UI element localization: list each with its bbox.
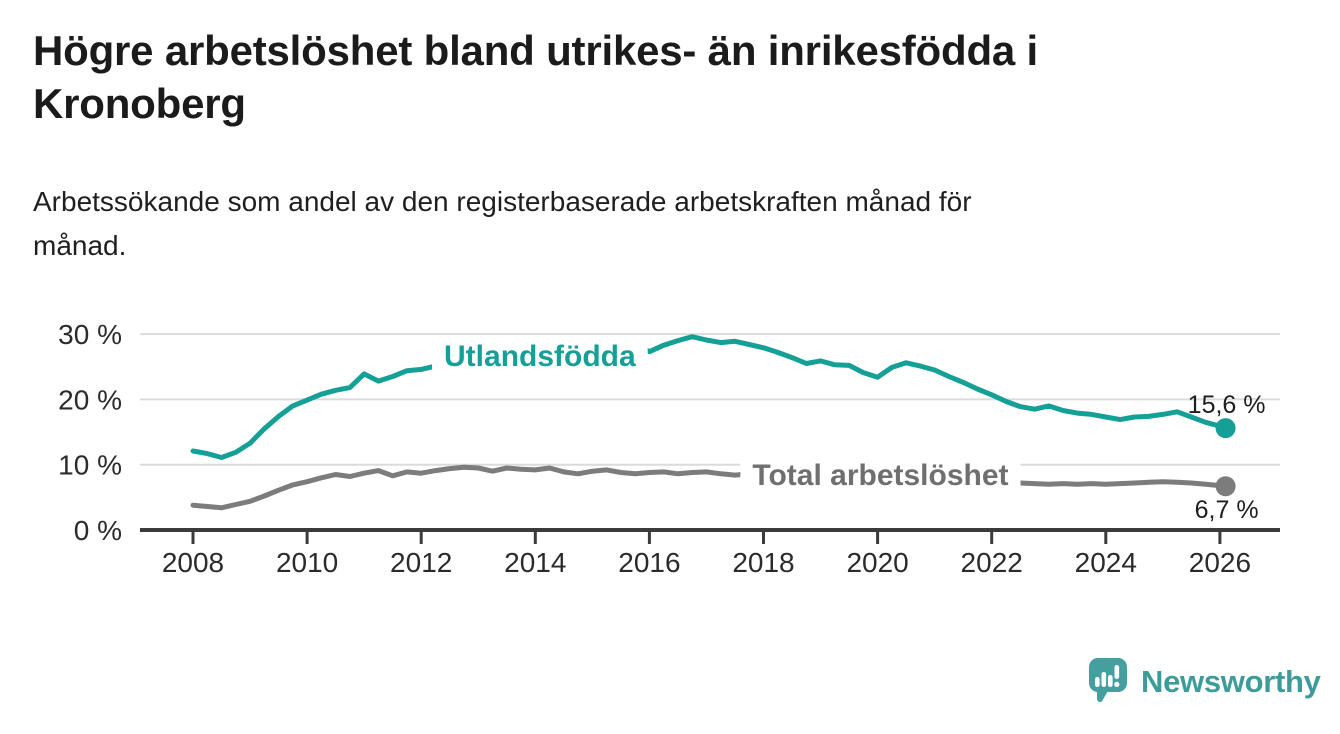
series-end-value-label: 15,6 %	[1188, 391, 1266, 419]
page-title: Högre arbetslöshet bland utrikes- än inr…	[33, 24, 1313, 130]
x-axis-tick-label: 2010	[276, 547, 338, 578]
logo-wordmark: Newsworthy	[1141, 664, 1321, 699]
x-axis-tick-label: 2026	[1189, 547, 1251, 578]
x-axis-tick-label: 2022	[961, 547, 1023, 578]
series-label-backing	[432, 337, 648, 374]
series-line-total	[190, 464, 1229, 511]
chart-subtitle-line1: Arbetssökande som andel av den registerb…	[33, 186, 972, 217]
page-title-line2: Kronoberg	[33, 80, 246, 127]
chart-subtitle: Arbetssökande som andel av den registerb…	[33, 180, 1313, 268]
x-axis-tick-label: 2008	[162, 547, 224, 578]
series-line-utlandsfodda	[190, 334, 1229, 460]
y-axis-tick-label: 30 %	[58, 319, 122, 350]
newsworthy-logo: Newsworthy	[1088, 657, 1321, 704]
series-label: Total arbetslöshet	[752, 459, 1008, 492]
y-axis-tick-label: 10 %	[58, 450, 122, 481]
x-axis-tick-label: 2020	[846, 547, 908, 578]
x-axis-tick-label: 2014	[504, 547, 566, 578]
speech-bubble-bar-chart-icon	[1089, 658, 1127, 703]
y-axis-tick-label: 0 %	[74, 515, 122, 546]
chart-subtitle-line2: månad.	[33, 230, 127, 261]
series-end-dot	[1215, 418, 1236, 439]
x-axis-tick-label: 2012	[390, 547, 452, 578]
series-end-value-label: 6,7 %	[1195, 496, 1259, 524]
x-axis-tick-label: 2016	[618, 547, 680, 578]
series-label: Utlandsfödda	[444, 340, 636, 373]
series-label-backing	[740, 456, 1021, 493]
x-axis-tick-label: 2024	[1075, 547, 1137, 578]
unemployment-line-chart: 0 % 10 % 20 % 30 % 2008 2010 2012 2014 2016 2018 2…	[58, 319, 1280, 578]
page-title-line1: Högre arbetslöshet bland utrikes- än inr…	[33, 27, 1039, 74]
chart-header: Högre arbetslöshet bland utrikes- än inr…	[33, 24, 1313, 268]
x-axis-tick-label: 2018	[732, 547, 794, 578]
chart-area: 0 % 10 % 20 % 30 % 2008 2010 2012 2014 2016 2018 2…	[0, 300, 1340, 590]
series-end-dot	[1215, 476, 1236, 497]
y-axis-tick-label: 20 %	[58, 384, 122, 415]
